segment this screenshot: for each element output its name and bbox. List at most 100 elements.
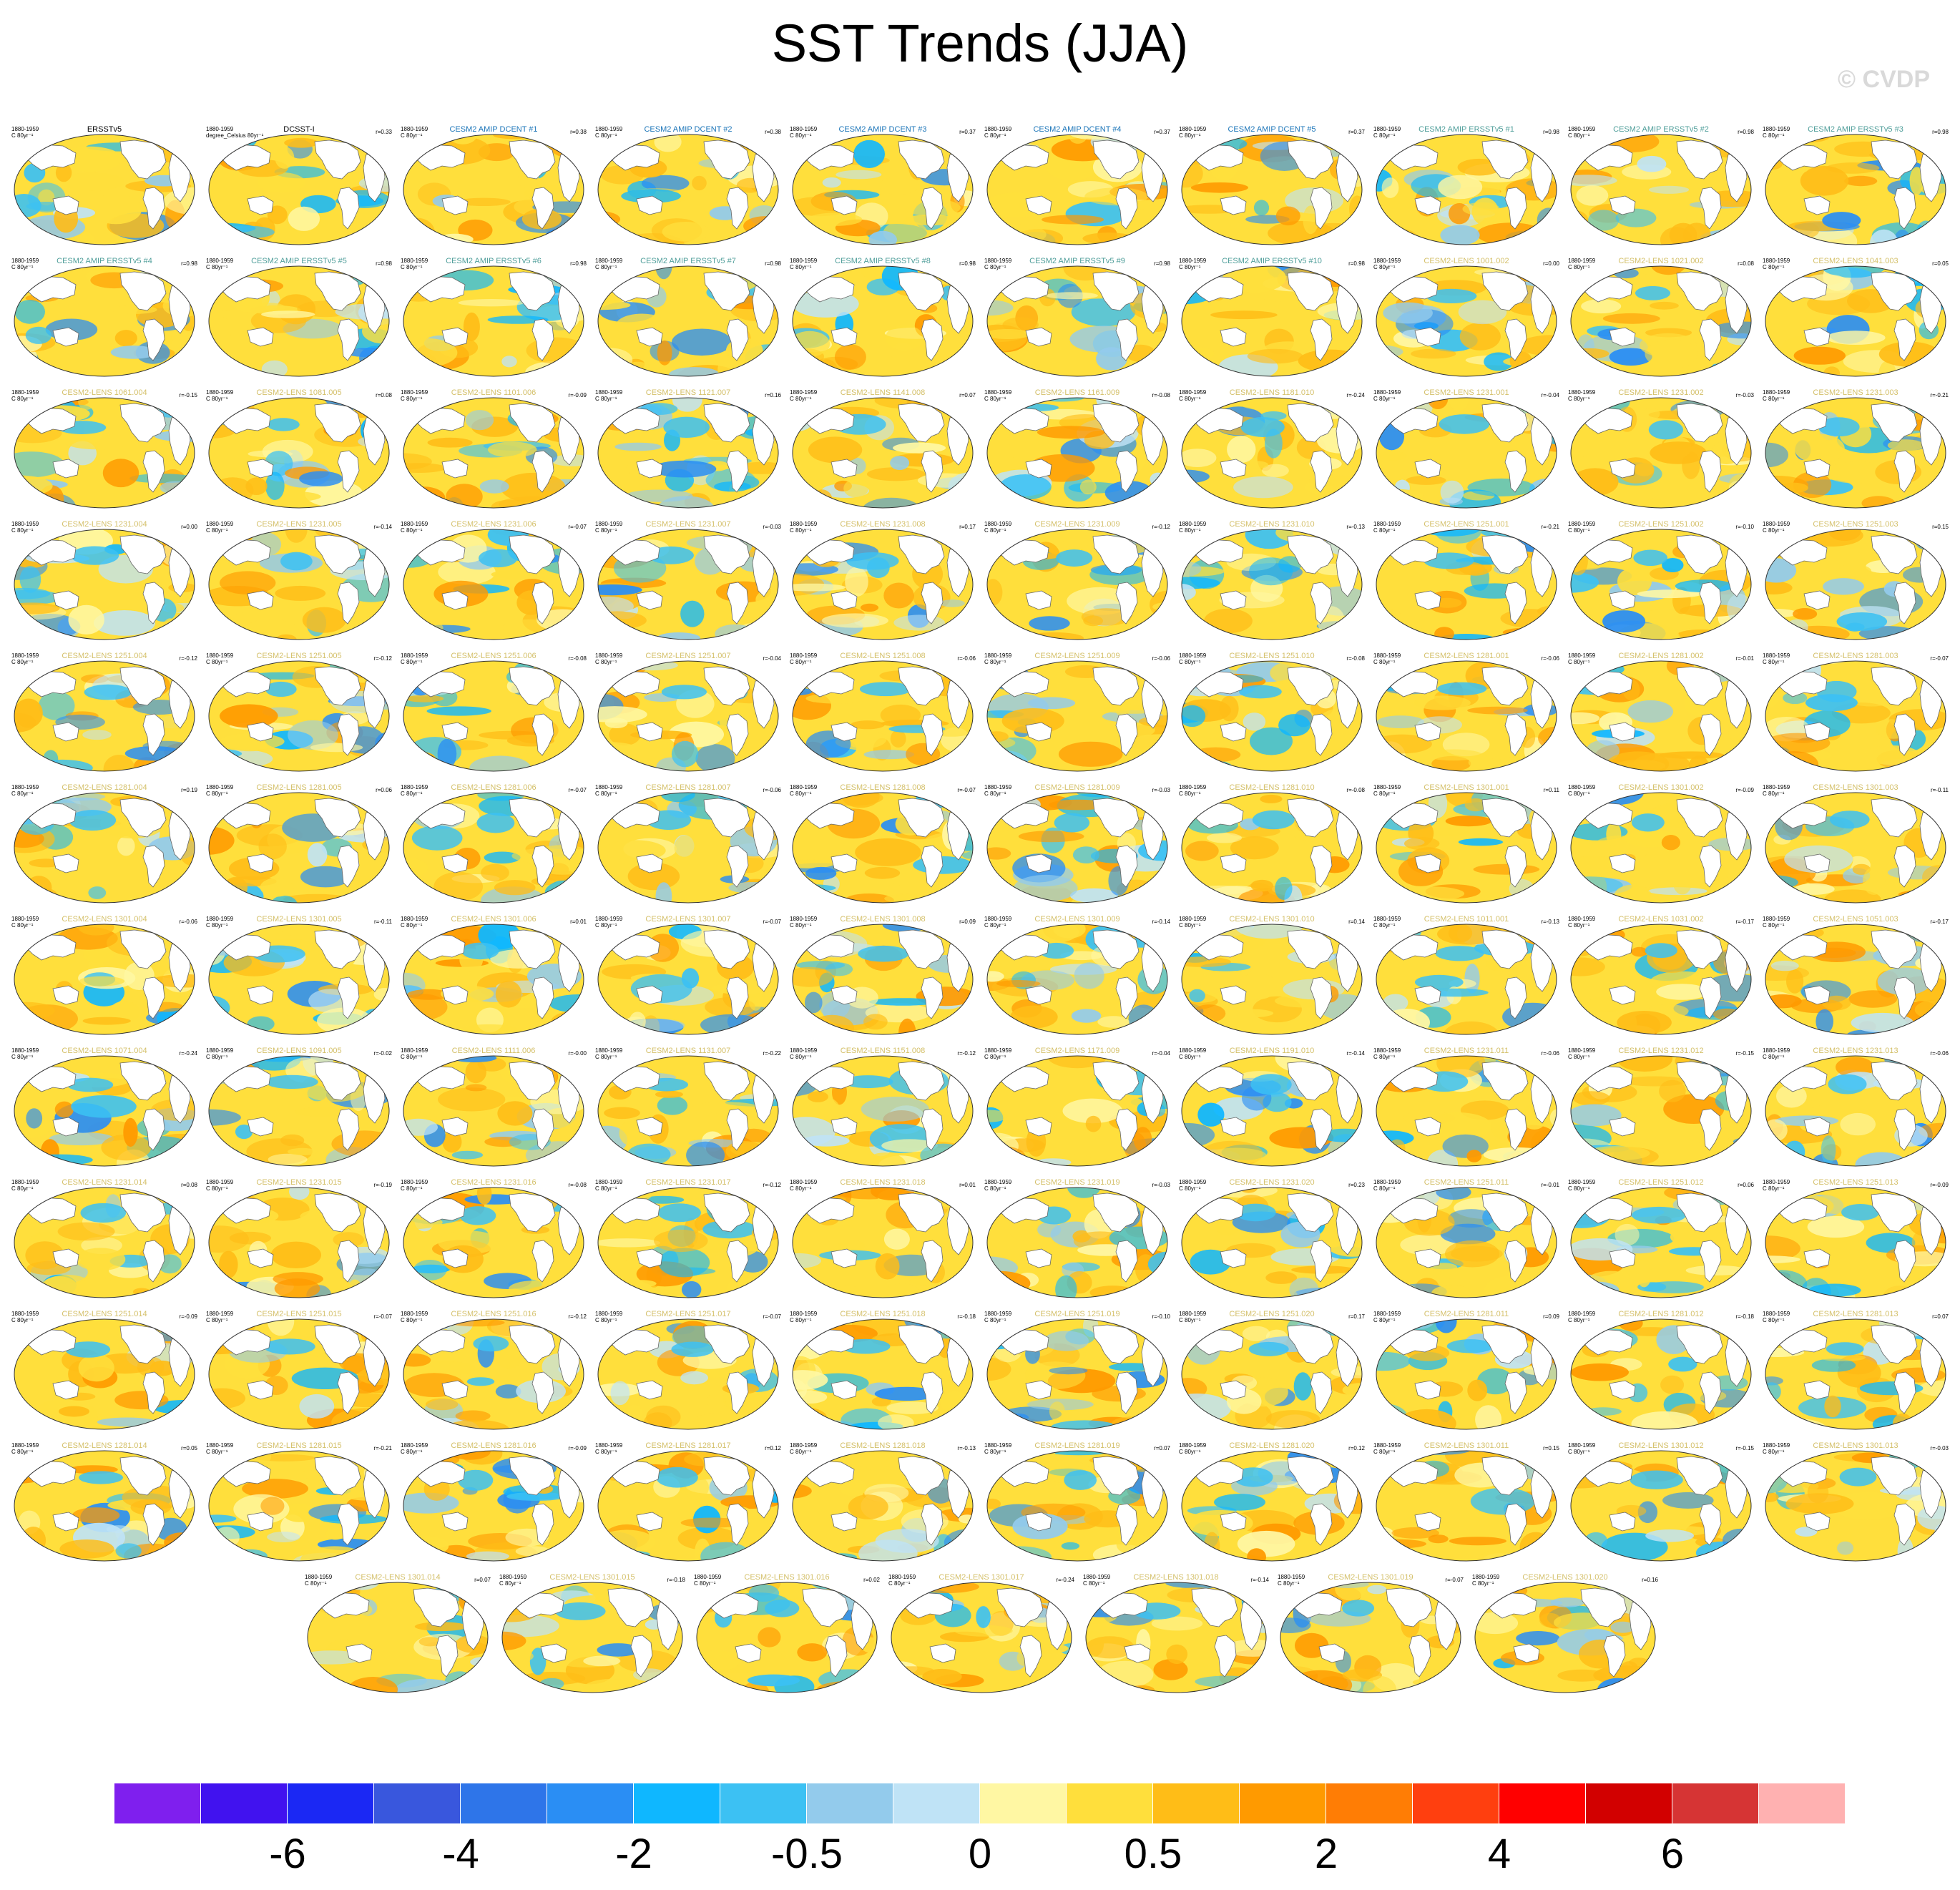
trend-contour <box>265 681 297 697</box>
sst-trend-map <box>1765 529 1946 640</box>
trend-contour <box>1807 1215 1865 1238</box>
map-panel: 1880-1959 C 80yr⁻¹ CESM2 AMIP ERSSTv5 #6 r=… <box>396 255 591 381</box>
land-mass <box>160 268 177 280</box>
map-panel: 1880-1959 C 80yr⁻¹ CESM2-LENS 1021.002 r=0.… <box>1564 255 1758 381</box>
trend-contour <box>363 1147 385 1166</box>
trend-contour <box>461 1024 517 1034</box>
panel-units: C 80yr⁻¹ <box>790 922 812 929</box>
colorbar-tick-label: 0 <box>968 1831 992 1877</box>
trend-contour <box>1794 434 1845 464</box>
panel-pattern-correlation: r=-0.09 <box>1930 1182 1949 1188</box>
trend-contour <box>459 1206 496 1225</box>
trend-contour <box>604 1107 640 1120</box>
trend-contour <box>863 1014 888 1030</box>
map-outline <box>208 529 390 640</box>
trend-contour <box>219 1250 238 1278</box>
map-panel: 1880-1959 C 80yr⁻¹ CESM2-LENS 1301.007 r=-0… <box>591 913 785 1039</box>
trend-contour <box>893 442 946 454</box>
panel-units: C 80yr⁻¹ <box>206 527 228 534</box>
trend-contour <box>289 1188 310 1200</box>
map-outline <box>403 1055 584 1167</box>
map-panel: 1880-1959 C 80yr⁻¹ CESM2 AMIP ERSSTv5 #3 r=… <box>1758 123 1953 249</box>
trend-contour <box>1635 285 1670 300</box>
panel-units: C 80yr⁻¹ <box>1763 264 1785 270</box>
sst-trend-map <box>403 1450 584 1562</box>
trend-contour <box>1250 1074 1292 1095</box>
trend-contour <box>65 1341 111 1358</box>
trend-contour <box>1650 301 1679 310</box>
trend-contour <box>307 843 328 867</box>
map-outline <box>986 397 1168 509</box>
trend-contour <box>433 871 483 901</box>
panel-pattern-correlation: r=0.98 <box>959 260 976 267</box>
sst-trend-map <box>1570 1318 1752 1430</box>
panel-title: CESM2-LENS 1141.008 <box>840 388 926 397</box>
trend-contour <box>717 356 740 376</box>
land-mass <box>354 926 371 938</box>
land-mass <box>636 722 663 742</box>
trend-contour <box>1376 715 1424 728</box>
land-mass <box>441 722 469 742</box>
land-mass <box>142 450 165 493</box>
trend-contour <box>1437 682 1487 696</box>
panel-period: 1880-1959 <box>11 389 39 396</box>
land-mass <box>1522 795 1539 806</box>
land-mass <box>1132 795 1150 806</box>
colorbar-swatch <box>807 1783 893 1823</box>
land-mass <box>1911 532 1928 543</box>
land-mass <box>1426 1585 1443 1596</box>
panel-title: CESM2-LENS 1061.004 <box>62 388 147 397</box>
trend-contour <box>793 966 833 987</box>
panel-period: 1880-1959 <box>1568 1311 1596 1317</box>
map-panel: 1880-1959 C 80yr⁻¹ CESM2-LENS 1281.010 r=-0… <box>1175 781 1369 907</box>
trend-contour <box>1807 1481 1829 1504</box>
trend-contour <box>1047 1056 1107 1069</box>
land-mass <box>1893 713 1916 756</box>
trend-contour <box>747 1154 765 1166</box>
trend-contour <box>267 418 300 431</box>
trend-contour <box>417 625 471 633</box>
trend-contour <box>1096 347 1127 371</box>
trend-contour <box>1548 142 1557 171</box>
land-mass <box>531 713 554 756</box>
land-mass <box>1327 137 1344 148</box>
panel-pattern-correlation: r=-0.13 <box>1541 919 1559 925</box>
trend-contour <box>14 587 51 599</box>
map-panel: 1880-1959 C 80yr⁻¹ CESM2-LENS 1231.018 r=0.… <box>785 1176 980 1302</box>
trend-contour <box>220 704 278 728</box>
trend-contour <box>845 567 868 597</box>
map-outline <box>1376 397 1557 509</box>
land-mass <box>160 532 177 543</box>
trend-contour <box>680 600 705 627</box>
land-mass <box>743 532 760 543</box>
sst-trend-map <box>597 529 779 640</box>
land-mass <box>160 1058 177 1069</box>
panel-units: C 80yr⁻¹ <box>1568 396 1590 402</box>
trend-contour <box>1662 558 1684 572</box>
trend-contour <box>1848 990 1898 1008</box>
panel-units: degree_Celsius 80yr⁻¹ <box>206 132 264 139</box>
panel-units: C 80yr⁻¹ <box>1568 1054 1590 1060</box>
panel-title: CESM2 AMIP ERSSTv5 #6 <box>446 257 542 265</box>
colorbar-swatch <box>114 1783 201 1823</box>
panel-title: CESM2-LENS 1301.005 <box>256 915 342 924</box>
panel-units: C 80yr⁻¹ <box>11 1185 34 1192</box>
panel-period: 1880-1959 <box>790 1179 818 1185</box>
trend-contour <box>566 1545 584 1560</box>
trend-contour <box>1525 1290 1544 1298</box>
panel-title: CESM2-LENS 1251.003 <box>1813 520 1898 529</box>
map-outline <box>208 792 390 904</box>
land-mass <box>1893 187 1916 230</box>
panel-period: 1880-1959 <box>206 784 234 790</box>
trend-contour <box>1584 1532 1607 1549</box>
panel-title: CESM2-LENS 1251.006 <box>451 652 536 660</box>
sst-trend-map <box>986 1318 1168 1430</box>
trend-contour <box>1836 612 1888 631</box>
trend-contour <box>209 1225 249 1253</box>
land-mass <box>337 1108 360 1151</box>
panel-period: 1880-1959 <box>984 652 1012 659</box>
trend-contour <box>793 1225 803 1248</box>
trend-contour <box>1784 1140 1805 1164</box>
trend-contour <box>709 1685 741 1693</box>
trend-contour <box>598 1278 627 1298</box>
